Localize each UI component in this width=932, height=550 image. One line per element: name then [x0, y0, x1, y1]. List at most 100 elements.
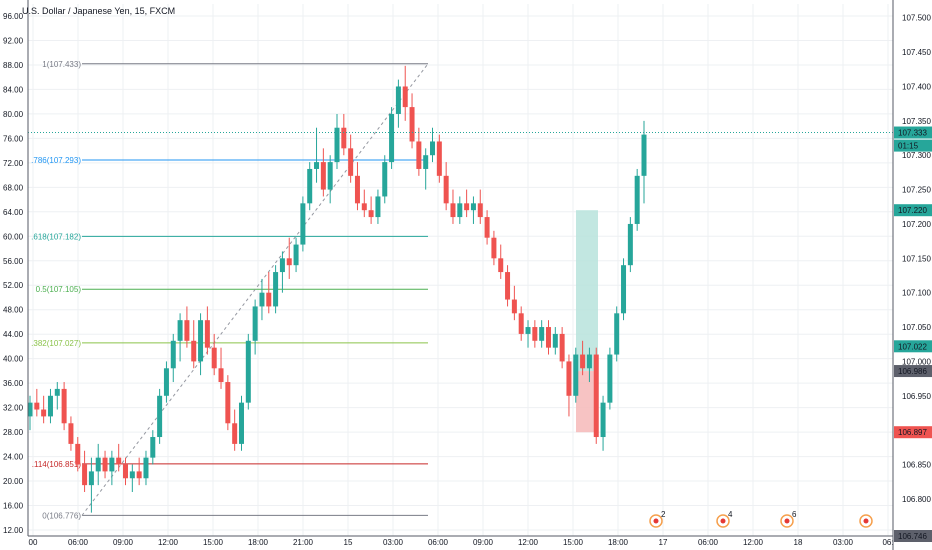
- candle-body: [532, 327, 538, 341]
- right-axis-tick: 107.450: [902, 48, 931, 57]
- left-axis-tick: 52.00: [3, 281, 24, 290]
- candle-body: [320, 162, 326, 190]
- fib-trendline: [81, 63, 429, 516]
- right-axis-tick: 107.400: [902, 82, 931, 91]
- candle-body: [245, 340, 251, 403]
- fib-level-label: .382(107.027): [31, 339, 81, 348]
- candle-body: [477, 203, 483, 218]
- candle-body: [375, 196, 381, 218]
- fibonacci-retracement[interactable]: 1(107.433) .786(107.293) .618(107.182) 0.5(…: [31, 60, 429, 521]
- candle-body: [634, 175, 640, 224]
- chart-title: U.S. Dollar / Japanese Yen, 15, FXCM: [22, 6, 175, 16]
- candle-body: [402, 86, 408, 108]
- candle-body: [109, 457, 115, 472]
- right-axis-tick: 107.300: [902, 151, 931, 160]
- left-axis-tick: 12.00: [3, 526, 24, 535]
- candle-body: [102, 457, 108, 472]
- x-axis-tick: 09:00: [473, 538, 494, 547]
- candle-body: [157, 395, 163, 438]
- x-axis-tick: 18:00: [248, 538, 269, 547]
- left-axis-tick: 56.00: [3, 257, 24, 266]
- candle-body: [423, 155, 429, 169]
- candle-body: [286, 258, 292, 266]
- candle-body: [600, 402, 606, 438]
- candle-body: [225, 382, 231, 424]
- x-axis-tick: 06:00: [68, 538, 89, 547]
- candle-body: [593, 354, 599, 438]
- left-axis-tick: 40.00: [3, 355, 24, 364]
- candle-body: [416, 141, 422, 169]
- candle-body: [259, 292, 265, 307]
- candle-body: [621, 265, 627, 314]
- candle-body: [580, 354, 586, 369]
- candle-body: [573, 354, 579, 396]
- candle-body: [88, 471, 94, 486]
- candle-body: [184, 320, 190, 341]
- price-label-bg: [894, 426, 932, 439]
- right-axis-tick: 107.200: [902, 220, 931, 229]
- fib-level-label: 1(107.433): [42, 60, 81, 69]
- candle-body: [430, 141, 436, 156]
- candle-body: [457, 203, 463, 218]
- left-axis-tick: 64.00: [3, 208, 24, 217]
- right-axis-tick: 107.000: [902, 357, 931, 366]
- candle-body: [75, 443, 81, 465]
- candle-body: [68, 423, 74, 444]
- candle-body: [525, 327, 531, 334]
- left-axis-tick: 36.00: [3, 379, 24, 388]
- candle-body: [341, 127, 347, 149]
- fib-level-label: .786(107.293): [31, 156, 81, 165]
- candle-body: [273, 272, 279, 307]
- candle-body: [511, 299, 517, 314]
- x-axis-tick: 17: [659, 538, 668, 547]
- price-label: 107.022: [898, 342, 927, 351]
- x-axis-tick: 06:00: [698, 538, 719, 547]
- economic-events[interactable]: 2 4 6: [649, 510, 873, 528]
- candle-body: [368, 210, 374, 218]
- left-axis-tick: 48.00: [3, 306, 24, 315]
- right-axis-tick: 106.800: [902, 495, 931, 504]
- left-axis-tick: 44.00: [3, 330, 24, 339]
- candle-body: [443, 175, 449, 204]
- candle-body: [464, 203, 470, 211]
- fib-level-label: 0(106.776): [42, 511, 81, 520]
- right-axis-tick: 107.350: [902, 117, 931, 126]
- candle-body: [361, 203, 367, 211]
- x-axis-tick: 12:00: [743, 538, 764, 547]
- price-label-bg: [894, 365, 932, 378]
- candle-body: [177, 320, 183, 341]
- event-icon-dot: [784, 518, 790, 524]
- left-axis-tick: 72.00: [3, 159, 24, 168]
- candle-body: [545, 327, 551, 348]
- position-zones: [576, 210, 598, 433]
- candle-body: [266, 292, 272, 307]
- candle-body: [163, 368, 169, 396]
- left-axis-tick: 60.00: [3, 232, 24, 241]
- candle-body: [470, 203, 476, 211]
- candle-body: [204, 320, 210, 348]
- stop-zone: [576, 371, 598, 433]
- x-axis-tick: 00: [29, 538, 38, 547]
- price-label: 106.986: [898, 367, 927, 376]
- right-axis-tick: 107.500: [902, 14, 931, 23]
- candle-body: [61, 388, 67, 424]
- x-axis-tick: 12:00: [518, 538, 539, 547]
- candle-body: [191, 340, 197, 362]
- candle-body: [559, 333, 565, 362]
- left-axis-tick: 92.00: [3, 36, 24, 45]
- candle-body: [27, 402, 33, 417]
- x-axis-tick: 18: [794, 538, 803, 547]
- candle-body: [334, 127, 340, 163]
- x-axis-tick: 15: [344, 538, 353, 547]
- candle-body: [82, 464, 88, 486]
- candle-body: [293, 244, 299, 266]
- event-icon-dot: [863, 518, 869, 524]
- candle-body: [314, 162, 320, 169]
- x-axis-tick: 06:00: [428, 538, 449, 547]
- candle-body: [395, 86, 401, 114]
- x-axis-tick: 15:00: [563, 538, 584, 547]
- x-axis-tick: 21:00: [293, 538, 314, 547]
- x-axis-tick: 06:: [882, 538, 893, 547]
- price-label: 01:15: [898, 142, 919, 151]
